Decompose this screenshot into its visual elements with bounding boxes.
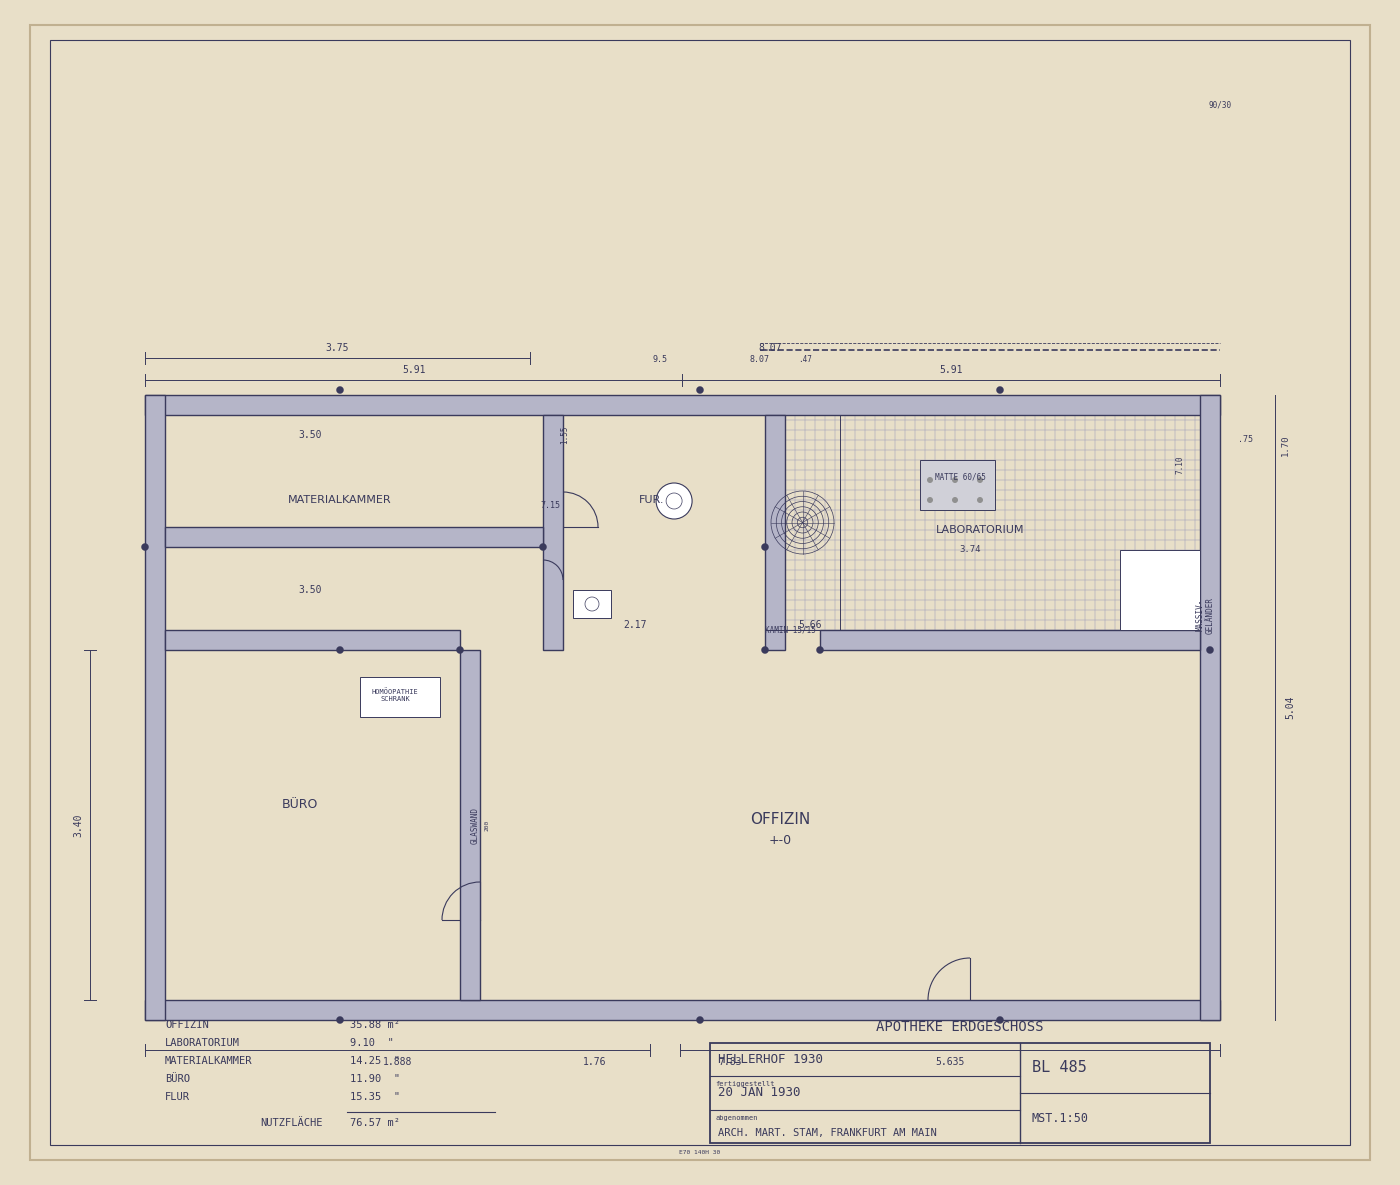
Circle shape <box>762 544 769 551</box>
Text: 5.04: 5.04 <box>1285 696 1295 719</box>
Text: 1.76: 1.76 <box>584 1057 606 1066</box>
Bar <box>1120 550 1200 630</box>
Circle shape <box>997 1017 1004 1024</box>
Circle shape <box>336 647 343 653</box>
Circle shape <box>952 497 958 502</box>
Text: FUR.: FUR. <box>640 495 665 505</box>
Circle shape <box>1207 647 1214 653</box>
Text: 90/30: 90/30 <box>1208 101 1232 109</box>
Text: MATTE 60/65: MATTE 60/65 <box>935 473 986 481</box>
Circle shape <box>336 1017 343 1024</box>
Text: 11.90  ": 11.90 " <box>350 1074 400 1084</box>
Text: 7.83: 7.83 <box>718 1057 742 1066</box>
Bar <box>764 415 840 630</box>
Circle shape <box>657 483 692 519</box>
Text: +-0: +-0 <box>769 833 791 846</box>
Bar <box>764 415 785 651</box>
Text: E70 140H 30: E70 140H 30 <box>679 1149 721 1154</box>
Text: 1.70: 1.70 <box>1281 434 1289 456</box>
Bar <box>461 651 480 1000</box>
Text: HELLERHOF 1930: HELLERHOF 1930 <box>718 1053 823 1066</box>
Text: 3.40: 3.40 <box>73 813 83 837</box>
Text: 5.91: 5.91 <box>939 365 963 374</box>
Bar <box>146 1000 1219 1020</box>
Text: 20 JAN 1930: 20 JAN 1930 <box>718 1087 801 1100</box>
Text: 35.88 m²: 35.88 m² <box>350 1020 400 1030</box>
Text: 8.07: 8.07 <box>759 342 781 353</box>
Text: KAMIN 15/15: KAMIN 15/15 <box>764 626 815 634</box>
Text: BÜRO: BÜRO <box>165 1074 190 1084</box>
Text: 2.17: 2.17 <box>623 620 647 630</box>
Text: 200: 200 <box>484 819 490 831</box>
Bar <box>820 630 1200 651</box>
Text: .47: .47 <box>798 356 812 365</box>
Bar <box>710 1043 1210 1144</box>
Text: BÜRO: BÜRO <box>281 799 318 812</box>
Text: OFFIZIN: OFFIZIN <box>165 1020 209 1030</box>
Bar <box>165 630 461 651</box>
Bar <box>920 460 995 510</box>
Text: MATERIALKAMMER: MATERIALKAMMER <box>288 495 392 505</box>
Bar <box>543 415 563 651</box>
Text: 5.91: 5.91 <box>402 365 426 374</box>
Circle shape <box>997 386 1004 393</box>
Text: BL 485: BL 485 <box>1032 1061 1086 1076</box>
Text: fertiggestellt: fertiggestellt <box>715 1081 774 1087</box>
Circle shape <box>977 478 983 483</box>
Text: MATERIALKAMMER: MATERIALKAMMER <box>165 1056 252 1066</box>
Text: 1.55: 1.55 <box>560 425 570 444</box>
Text: .75: .75 <box>1238 436 1253 444</box>
Text: abgenommen: abgenommen <box>715 1115 757 1121</box>
Text: APOTHEKE ERDGESCHOSS: APOTHEKE ERDGESCHOSS <box>876 1020 1044 1035</box>
Text: 3.75: 3.75 <box>326 342 349 353</box>
Bar <box>146 395 165 1020</box>
Text: 1.888: 1.888 <box>382 1057 412 1066</box>
Text: NUTZFLÄCHE: NUTZFLÄCHE <box>260 1117 322 1128</box>
Text: 3.50: 3.50 <box>298 585 322 595</box>
Circle shape <box>697 386 703 393</box>
Bar <box>360 677 440 717</box>
Circle shape <box>977 497 983 502</box>
Circle shape <box>336 386 343 393</box>
Bar <box>785 415 1200 630</box>
Text: LABORATORIUM: LABORATORIUM <box>165 1038 239 1048</box>
Bar <box>146 395 1219 415</box>
Bar <box>165 527 543 547</box>
Bar <box>573 590 610 619</box>
Text: 9.10  ": 9.10 " <box>350 1038 393 1048</box>
Text: FLUR: FLUR <box>165 1093 190 1102</box>
Text: GLASWAND: GLASWAND <box>470 807 479 844</box>
Circle shape <box>927 497 932 502</box>
Circle shape <box>141 544 148 551</box>
Text: LABORATORIUM: LABORATORIUM <box>935 525 1025 534</box>
Text: 3.50: 3.50 <box>298 430 322 440</box>
Circle shape <box>762 647 769 653</box>
Text: OFFIZIN: OFFIZIN <box>750 813 811 827</box>
Text: 76.57 m²: 76.57 m² <box>350 1117 400 1128</box>
Text: 7.10: 7.10 <box>1176 456 1184 474</box>
Text: HOMÖOPATHIE
SCHRANK: HOMÖOPATHIE SCHRANK <box>371 688 419 702</box>
Circle shape <box>952 478 958 483</box>
Circle shape <box>539 544 546 551</box>
Text: 7.15: 7.15 <box>540 500 560 510</box>
Text: 3.74: 3.74 <box>959 545 981 555</box>
Circle shape <box>927 478 932 483</box>
Text: 9.5: 9.5 <box>652 356 668 365</box>
Circle shape <box>697 1017 703 1024</box>
Bar <box>1200 395 1219 1020</box>
Circle shape <box>816 647 823 653</box>
Text: MASSIV-
GELÄNDER: MASSIV- GELÄNDER <box>1196 596 1215 634</box>
Text: 5.66: 5.66 <box>798 620 822 630</box>
Text: ARCH. MART. STAM, FRANKFURT AM MAIN: ARCH. MART. STAM, FRANKFURT AM MAIN <box>718 1128 937 1138</box>
Circle shape <box>456 647 463 653</box>
Text: 5.635: 5.635 <box>935 1057 965 1066</box>
Text: MST.1:50: MST.1:50 <box>1032 1112 1089 1125</box>
Text: 14.25  ": 14.25 " <box>350 1056 400 1066</box>
Text: 15.35  ": 15.35 " <box>350 1093 400 1102</box>
Text: 8.07: 8.07 <box>750 356 770 365</box>
